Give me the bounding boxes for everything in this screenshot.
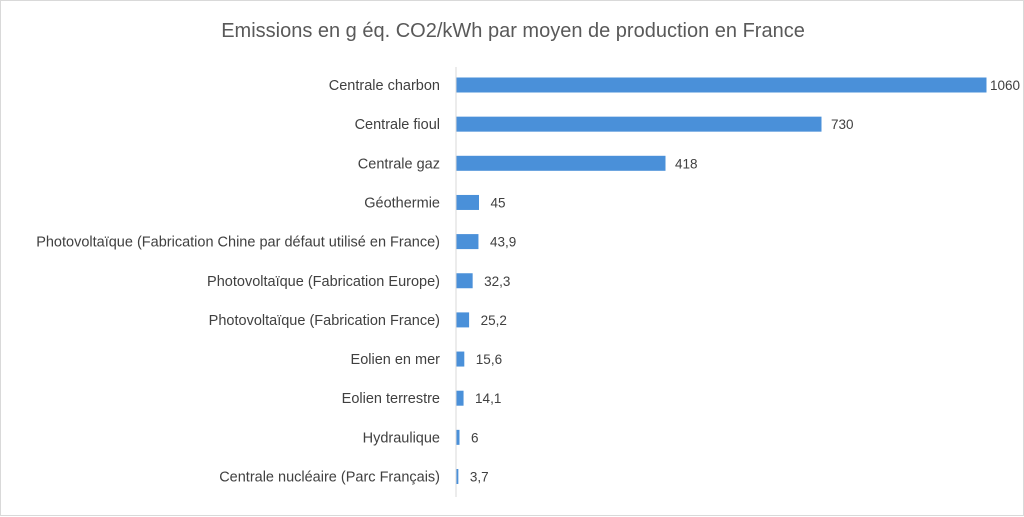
bar: [456, 469, 459, 484]
data-label: 1060: [990, 78, 1020, 93]
category-label: Eolien terrestre: [342, 391, 440, 407]
data-label: 418: [675, 156, 698, 171]
category-label: Photovoltaïque (Fabrication Europe): [207, 274, 440, 290]
data-label: 3,7: [470, 470, 489, 485]
category-label: Géothermie: [364, 195, 440, 211]
bar: [456, 312, 470, 328]
bar: [456, 194, 479, 210]
category-label: Centrale fioul: [355, 117, 440, 133]
category-label: Centrale charbon: [329, 78, 440, 94]
data-label: 14,1: [475, 391, 501, 406]
category-label: Centrale nucléaire (Parc Français): [219, 470, 440, 486]
bar: [456, 390, 464, 406]
bar: [456, 351, 465, 367]
data-label: 45: [491, 195, 506, 210]
category-label: Hydraulique: [363, 430, 440, 446]
bar: [456, 234, 479, 250]
bars-layer: Centrale charbon 1060 Centrale fioul 730 Cen…: [36, 77, 1020, 486]
bar: [456, 77, 987, 93]
data-label: 15,6: [476, 352, 502, 367]
data-label: 25,2: [481, 313, 507, 328]
category-label: Photovoltaïque (Fabrication Chine par dé…: [36, 235, 440, 251]
category-label: Photovoltaïque (Fabrication France): [209, 313, 440, 329]
category-label: Eolien en mer: [351, 352, 441, 368]
bar: [456, 155, 666, 171]
chart-title: Emissions en g éq. CO2/kWh par moyen de …: [221, 20, 805, 42]
data-label: 6: [471, 430, 479, 445]
data-label: 43,9: [490, 235, 516, 250]
bar: [456, 429, 460, 445]
category-label: Centrale gaz: [358, 156, 440, 172]
bar: [456, 116, 822, 132]
data-label: 32,3: [484, 274, 510, 289]
data-label: 730: [831, 117, 854, 132]
bar: [456, 273, 473, 289]
